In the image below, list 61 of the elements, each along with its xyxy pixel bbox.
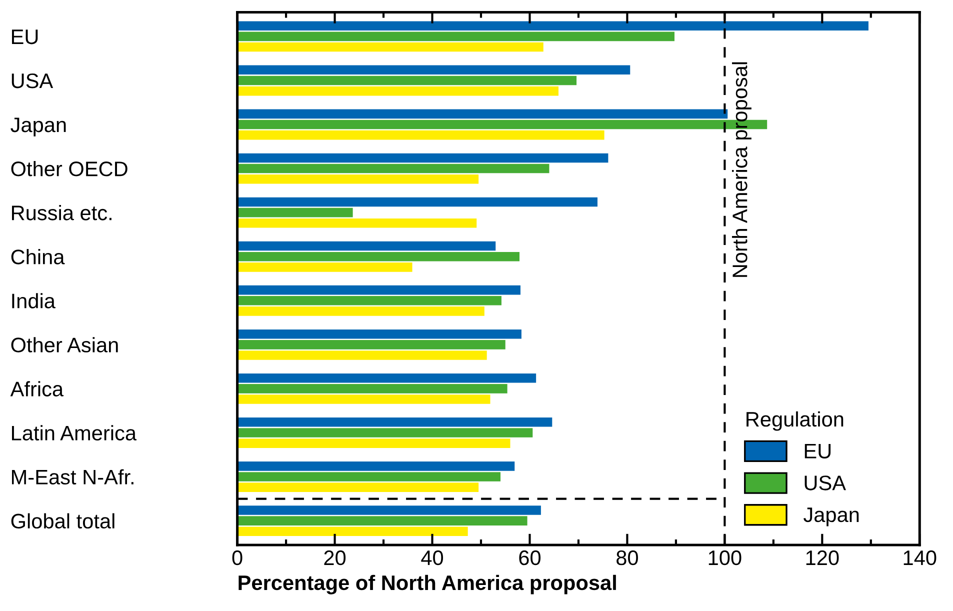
bar [237, 32, 674, 42]
bar [237, 285, 520, 295]
legend-label: USA [804, 476, 846, 490]
bar [237, 373, 536, 383]
y-tick-label: Africa [10, 381, 64, 396]
y-tick-label: Global total [11, 513, 114, 529]
x-axis-title: Percentage of North America proposal [238, 574, 616, 594]
bar [237, 164, 550, 174]
y-tick-label: Other OECD [11, 160, 128, 176]
y-tick-label: India [12, 293, 56, 308]
y-tick-label: Latin America [12, 425, 137, 440]
y-tick-label: Japan [10, 118, 66, 136]
x-tick-label: 140 [904, 550, 936, 566]
bar [237, 340, 506, 350]
x-tick-label: 20 [324, 550, 346, 566]
y-tick-label: M-East N-Afr. [12, 469, 134, 485]
ref-line-label: North America proposal [732, 62, 752, 277]
bar [237, 418, 552, 427]
bar [237, 472, 500, 482]
bar [237, 506, 541, 515]
bar [237, 153, 608, 163]
y-tick-label: EU [12, 30, 38, 44]
y-tick-label: Other Asian [11, 337, 118, 352]
x-tick-label: 60 [519, 550, 541, 566]
legend-label: Japan [804, 508, 859, 526]
y-tick-label: Russia etc. [12, 205, 112, 220]
bar [237, 21, 868, 31]
bar [237, 86, 558, 96]
x-tick-label: 100 [708, 550, 742, 566]
bar [237, 65, 630, 75]
bar [237, 296, 502, 306]
y-tick-label: China [11, 249, 65, 264]
bar [237, 174, 479, 184]
legend-label: EU [804, 444, 831, 458]
bar [237, 516, 528, 526]
bar [237, 241, 496, 251]
bar [237, 130, 604, 140]
bar [237, 218, 477, 228]
x-tick-label: 80 [616, 550, 638, 566]
bar [237, 208, 353, 218]
legend-title: Regulation [746, 411, 844, 431]
bar [237, 306, 484, 316]
y-tick-label: USA [12, 73, 54, 88]
bar [237, 197, 598, 207]
bar [237, 76, 577, 86]
x-tick-label: 40 [421, 550, 444, 566]
bar [237, 526, 468, 536]
bar [237, 428, 533, 438]
bar [237, 462, 515, 471]
bar [237, 42, 544, 52]
bar [237, 262, 412, 272]
bar [237, 350, 487, 360]
bar [237, 438, 510, 448]
bar [237, 384, 508, 394]
bar [237, 329, 522, 339]
x-tick-label: 120 [806, 550, 839, 566]
bar [237, 109, 728, 119]
x-tick-label: 0 [232, 550, 242, 566]
bar [237, 394, 490, 404]
bar [237, 482, 479, 492]
bar [237, 252, 520, 262]
